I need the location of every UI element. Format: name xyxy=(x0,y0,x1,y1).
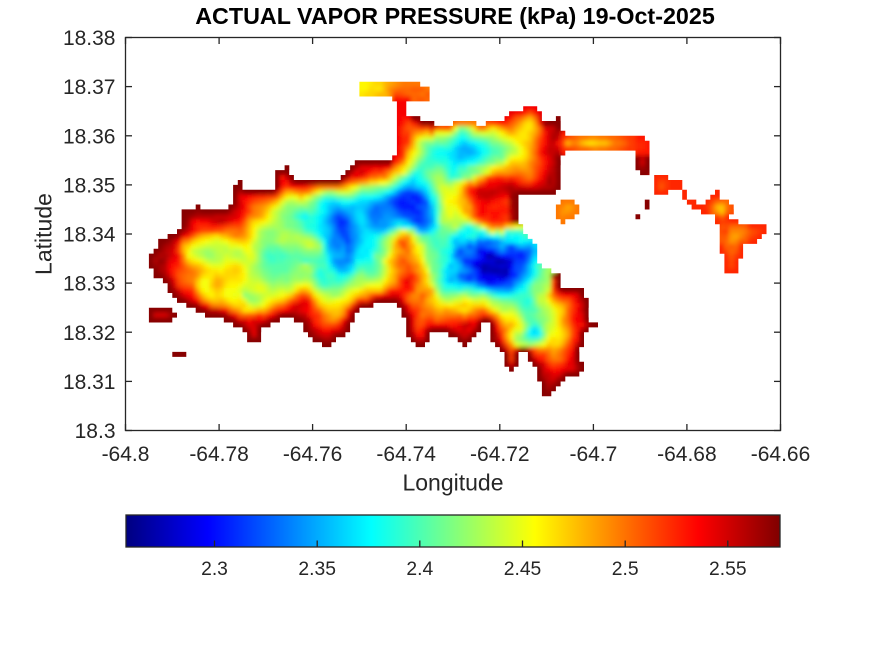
svg-text:2.45: 2.45 xyxy=(504,559,542,580)
svg-text:18.33: 18.33 xyxy=(63,273,116,296)
svg-text:18.31: 18.31 xyxy=(63,371,116,394)
svg-text:-64.66: -64.66 xyxy=(751,443,811,466)
svg-text:18.3: 18.3 xyxy=(75,420,116,443)
svg-text:ACTUAL VAPOR PRESSURE (kPa) 19: ACTUAL VAPOR PRESSURE (kPa) 19-Oct-2025 xyxy=(195,3,715,29)
svg-text:2.55: 2.55 xyxy=(709,559,747,580)
svg-text:2.35: 2.35 xyxy=(298,559,336,580)
svg-text:18.38: 18.38 xyxy=(63,27,116,50)
svg-text:-64.7: -64.7 xyxy=(569,443,617,466)
svg-text:-64.78: -64.78 xyxy=(189,443,249,466)
svg-text:2.3: 2.3 xyxy=(201,559,228,580)
svg-text:Longitude: Longitude xyxy=(402,470,503,496)
svg-text:Latitude: Latitude xyxy=(31,193,57,275)
svg-text:18.36: 18.36 xyxy=(63,125,116,148)
svg-text:2.5: 2.5 xyxy=(612,559,639,580)
svg-text:-64.76: -64.76 xyxy=(283,443,343,466)
svg-text:-64.74: -64.74 xyxy=(376,443,436,466)
svg-text:18.32: 18.32 xyxy=(63,322,116,345)
svg-text:18.34: 18.34 xyxy=(63,224,116,247)
svg-text:18.35: 18.35 xyxy=(63,175,116,198)
svg-text:18.37: 18.37 xyxy=(63,76,116,99)
svg-text:-64.68: -64.68 xyxy=(657,443,717,466)
svg-text:-64.8: -64.8 xyxy=(102,443,150,466)
svg-text:2.4: 2.4 xyxy=(406,559,433,580)
svg-text:-64.72: -64.72 xyxy=(470,443,530,466)
